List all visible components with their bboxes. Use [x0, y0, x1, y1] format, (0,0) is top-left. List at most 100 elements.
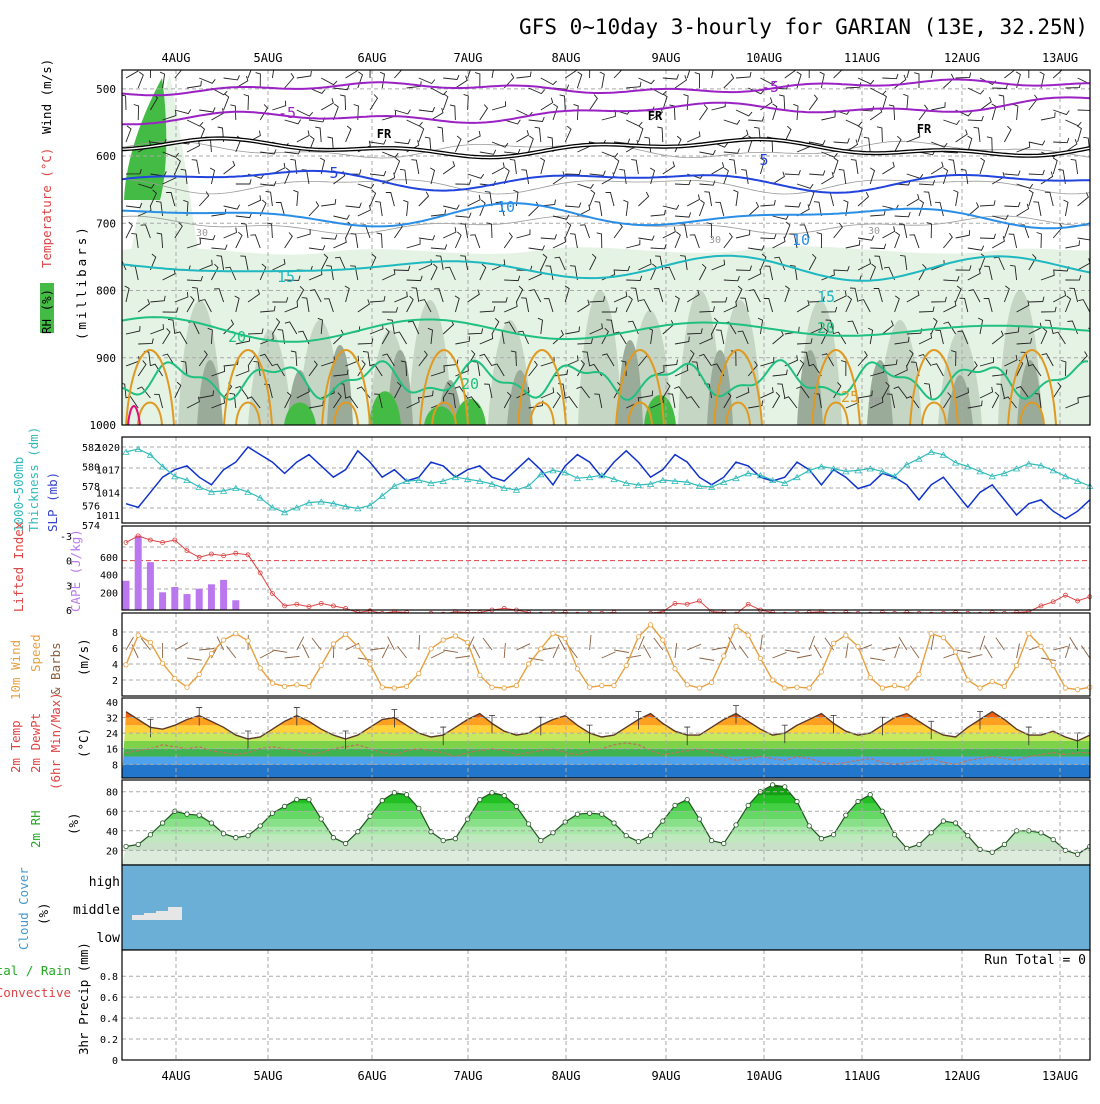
rh-marker — [331, 835, 335, 839]
date-label-top: 6AUG — [358, 51, 387, 65]
wind-barb — [1090, 88, 1100, 94]
lifted-index-axis-label: Lifted Index — [11, 521, 26, 612]
temp-unit: (°C) — [76, 728, 91, 758]
contour-label: 15 — [277, 268, 295, 286]
rh-marker — [807, 824, 811, 828]
millibars-axis-label: (millibars) — [74, 224, 89, 340]
wind-speed-marker — [722, 654, 726, 658]
rh-tick: 20 — [106, 846, 118, 857]
wind-speed-marker — [404, 684, 408, 688]
wind-speed-marker — [868, 675, 872, 679]
cloud-level-high: high — [89, 875, 120, 890]
date-label-bottom: 7AUG — [454, 1069, 483, 1083]
wind-speed-marker — [124, 663, 128, 667]
date-label-bottom: 5AUG — [254, 1069, 283, 1083]
wind-speed-marker — [600, 683, 604, 687]
wind-speed-marker — [563, 636, 567, 640]
date-label-top: 11AUG — [844, 51, 880, 65]
pressure-tick: 500 — [96, 83, 116, 96]
cape-bar — [220, 580, 227, 610]
wind-tick: 6 — [112, 644, 118, 655]
wind-speed-marker — [990, 679, 994, 683]
wind-label-3: & Barbs — [48, 642, 63, 695]
cloud-cover-fill — [122, 865, 1090, 950]
temperature-axis-label: Temperature (°C) — [39, 148, 54, 268]
wind-unit: (m/s) — [76, 638, 91, 676]
precip-tick: 0.4 — [100, 1014, 118, 1025]
wind-speed-marker — [429, 647, 433, 651]
wind-speed-marker — [856, 644, 860, 648]
slp-tick: 1020 — [96, 443, 120, 454]
rh-marker — [417, 806, 421, 810]
wind-speed-marker — [209, 651, 213, 655]
rh-marker — [819, 836, 823, 840]
contour-label: 30 — [868, 396, 880, 407]
rh-marker — [185, 812, 189, 816]
date-label-bottom: 6AUG — [358, 1069, 387, 1083]
temp-tick: 24 — [106, 729, 118, 740]
rh-marker — [770, 783, 774, 787]
rh-marker — [209, 821, 213, 825]
rh-marker — [343, 841, 347, 845]
cape-bar — [196, 589, 203, 610]
rh-marker — [697, 817, 701, 821]
contour-label: 10 — [792, 231, 810, 249]
wind-speed-marker — [319, 663, 323, 667]
rh-marker — [709, 838, 713, 842]
slp-tick: 1017 — [96, 466, 120, 477]
wind-tick: 8 — [112, 628, 118, 639]
rh-marker — [783, 785, 787, 789]
rh-marker — [295, 797, 299, 801]
rh-marker — [258, 824, 262, 828]
rh-marker — [624, 833, 628, 837]
wind-label-2: Speed — [28, 634, 43, 672]
rh-marker — [734, 823, 738, 827]
rh-marker — [746, 803, 750, 807]
cloud-step — [144, 913, 156, 920]
wind-speed-marker — [880, 686, 884, 690]
rh-marker — [221, 832, 225, 836]
wind-speed-marker — [539, 647, 543, 651]
rh-marker — [380, 798, 384, 802]
rh-marker — [246, 833, 250, 837]
date-label-bottom: 4AUG — [162, 1069, 191, 1083]
rh-axis-label: RH (%) — [39, 289, 54, 334]
wind-speed-marker — [1063, 686, 1067, 690]
date-label-bottom: 10AUG — [746, 1069, 782, 1083]
cape-tick: 200 — [100, 588, 118, 599]
thickness-unit-label: Thickness (dm) — [26, 427, 41, 532]
date-label-bottom: 8AUG — [552, 1069, 581, 1083]
cloud-unit: (%) — [36, 902, 51, 925]
rh-marker — [124, 844, 128, 848]
wind-speed-marker — [929, 631, 933, 635]
contour-label: 5 — [329, 164, 338, 182]
cloud-step — [156, 911, 168, 920]
temp-label-1: 2m Temp — [8, 720, 23, 773]
rh-marker — [453, 836, 457, 840]
rh-marker — [1051, 837, 1055, 841]
contour-label: -5 — [761, 78, 779, 96]
precip-tick: 0.8 — [100, 972, 118, 983]
wind-barb — [1090, 107, 1100, 120]
wind-speed-marker — [295, 683, 299, 687]
wind-speed-marker — [831, 641, 835, 645]
wind-speed-marker — [160, 661, 164, 665]
rh2m-label: 2m RH — [28, 810, 43, 848]
cape-bar — [232, 600, 239, 610]
wind-speed-marker — [905, 686, 909, 690]
precip-axis-label: 3hr Precip (mm) — [76, 942, 91, 1055]
rh-marker — [478, 797, 482, 801]
wind-speed-marker — [1027, 631, 1031, 635]
contour-label: 20 — [817, 319, 835, 337]
temp-label-3: (6hr Min/Max) — [48, 692, 63, 790]
rh-marker — [392, 791, 396, 795]
wind-speed-marker — [185, 685, 189, 689]
precip-convective-label: Convective — [0, 985, 71, 1000]
